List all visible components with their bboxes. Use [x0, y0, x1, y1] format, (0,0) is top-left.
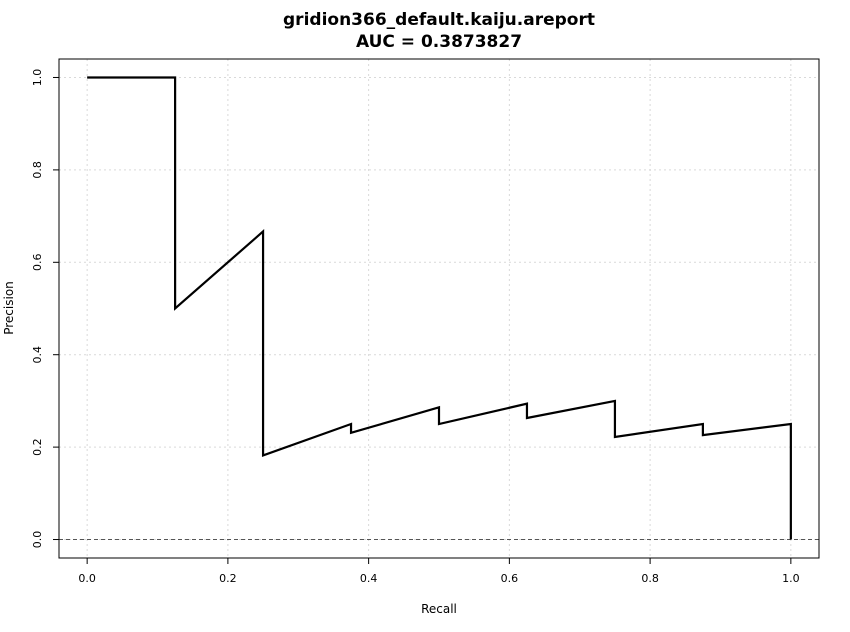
- y-axis-label: Precision: [2, 281, 16, 335]
- y-tick-label: 0.2: [31, 438, 44, 456]
- chart-subtitle: AUC = 0.3873827: [356, 32, 522, 52]
- x-tick-label: 0.0: [78, 572, 96, 585]
- chart-title: gridion366_default.kaiju.areport: [283, 10, 595, 30]
- plot-frame: [58, 58, 820, 559]
- y-tick-label: 0.8: [31, 161, 44, 179]
- x-tick-label: 1.0: [782, 572, 800, 585]
- y-axis: 0.0 0.2 0.4 0.6 0.8 1.0: [31, 69, 59, 549]
- y-tick-label: 0.0: [31, 531, 44, 549]
- y-tick-label: 0.6: [31, 254, 44, 272]
- x-tick-label: 0.4: [360, 572, 378, 585]
- x-axis: 0.0 0.2 0.4 0.6 0.8 1.0: [78, 558, 800, 585]
- series-group: [87, 76, 792, 540]
- y-tick-label: 1.0: [31, 69, 44, 87]
- x-tick-label: 0.6: [501, 572, 519, 585]
- x-axis-label: Recall: [421, 602, 457, 616]
- y-tick-label: 0.4: [31, 346, 44, 364]
- x-tick-label: 0.8: [641, 572, 659, 585]
- series-line: [87, 76, 792, 540]
- grid: [59, 59, 819, 558]
- x-tick-label: 0.2: [219, 572, 237, 585]
